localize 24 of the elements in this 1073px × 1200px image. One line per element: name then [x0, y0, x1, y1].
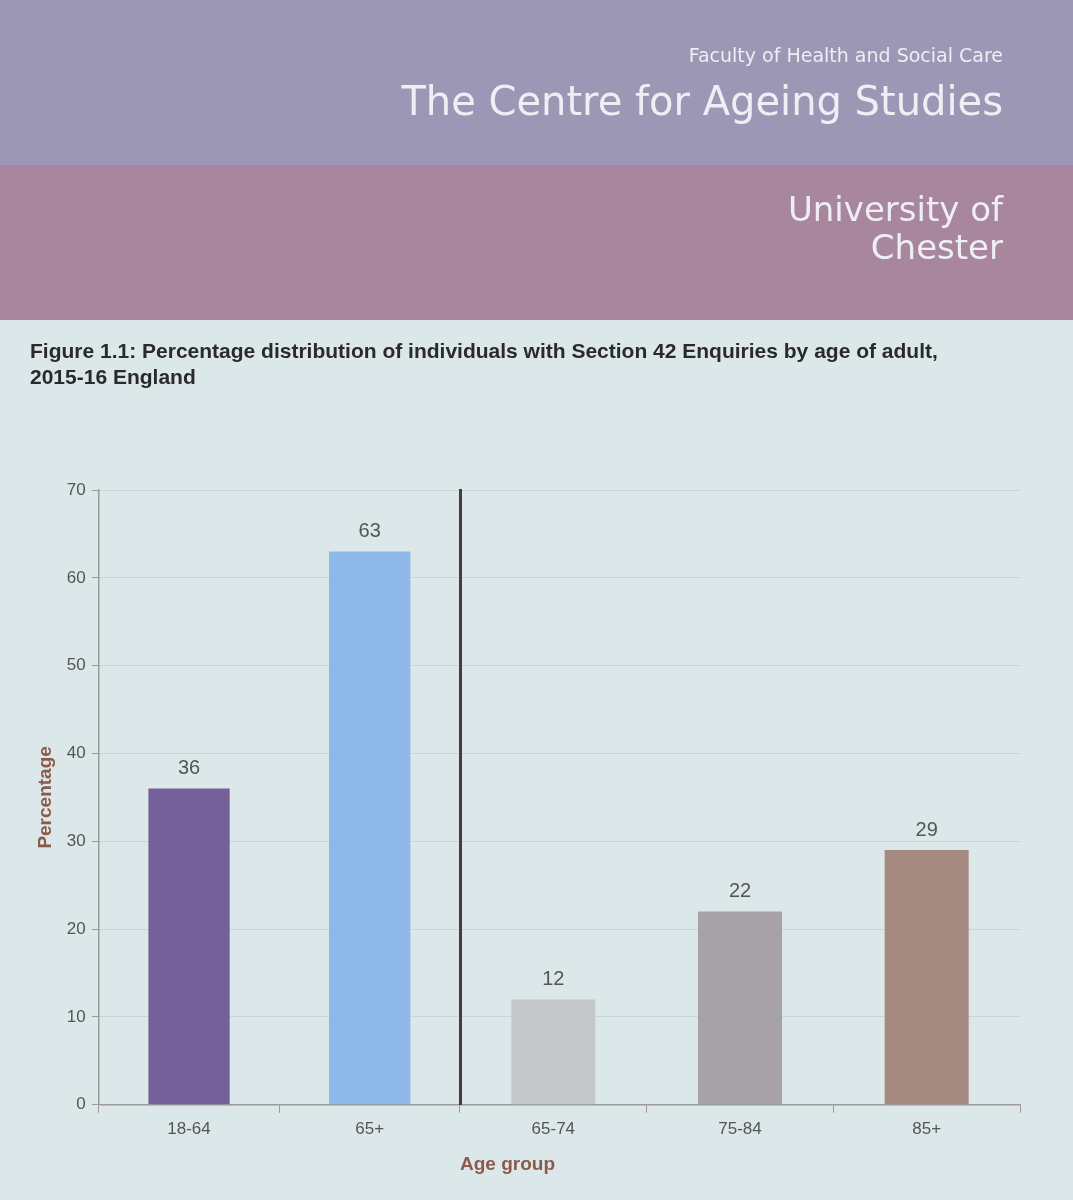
y-tick-label: 10: [66, 1006, 86, 1026]
text: Faculty of Health and Social Care: [688, 44, 1003, 66]
data-label: 12: [542, 966, 565, 989]
x-tick-label: 18-64: [167, 1118, 211, 1138]
y-axis-title: Percentage: [33, 746, 55, 849]
y-tick-label: 50: [66, 655, 86, 675]
x-axis-title: Age group: [460, 1152, 555, 1174]
data-label: 36: [177, 756, 201, 779]
data-label: 63: [358, 519, 381, 541]
x-tick-label: 85+: [912, 1118, 942, 1138]
y-tick-label: 20: [66, 918, 86, 938]
chart-title: Figure 1.1: Percentage distribution of individuals with Section 42 Enquiries by age of adult, 2015-16 England: [30, 338, 939, 390]
y-tick-label: 0: [76, 1094, 86, 1114]
y-tick-label: 40: [66, 743, 86, 763]
data-label: 29: [915, 817, 938, 840]
x-tick-label: 75-84: [718, 1118, 762, 1138]
y-tick-label: 60: [66, 567, 86, 587]
x-tick-label: 65+: [355, 1118, 385, 1138]
data-label: 22: [728, 879, 752, 902]
y-tick-label: 30: [66, 831, 86, 850]
text: University of Chester: [786, 189, 1003, 267]
x-tick-label: 65-74: [531, 1118, 576, 1138]
text: The Centre for Ageing Studies: [401, 78, 1003, 124]
y-tick-label: 70: [66, 479, 86, 499]
